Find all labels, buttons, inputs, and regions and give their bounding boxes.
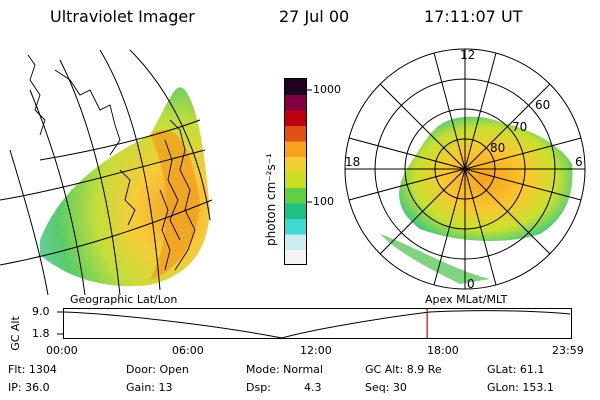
colorbar-stripe	[285, 249, 306, 266]
mlt-label-0: 0	[467, 277, 475, 291]
y-tick-9: 9.0	[32, 305, 50, 318]
colorbar-stripe	[285, 203, 306, 219]
dsp-label: Dsp:	[246, 381, 271, 394]
gc-altitude: GC Alt: 8.9 Re	[365, 363, 442, 376]
polar-aurora-emission	[399, 116, 573, 241]
sequence-number: Seq: 30	[365, 381, 407, 394]
lat-label-70: 70	[512, 120, 527, 134]
polar-aurora-tail	[380, 234, 490, 284]
colorbar-stripe	[285, 94, 306, 111]
x-tick-2359: 23:59	[552, 344, 584, 357]
x-tick-0000: 00:00	[46, 344, 78, 357]
colorbar-tick-100: 100	[313, 195, 334, 208]
mlt-label-12: 12	[460, 48, 475, 62]
colorbar-unit-label: photon cm⁻²s⁻¹	[264, 153, 278, 246]
instrument-title: Ultraviolet Imager	[50, 7, 195, 26]
lat-label-60: 60	[535, 98, 550, 112]
door-status: Door: Open	[126, 363, 189, 376]
mlt-label-6: 6	[575, 155, 583, 169]
x-tick-1800: 18:00	[427, 344, 459, 357]
x-tick-1200: 12:00	[300, 344, 332, 357]
gain-value: Gain: 13	[126, 381, 173, 394]
mlt-label-18: 18	[345, 155, 360, 169]
colorbar-stripe	[285, 187, 306, 204]
timeline-right-label: Apex MLat/MLT	[425, 293, 508, 306]
x-tick-0600: 06:00	[172, 344, 204, 357]
lat-lon-grid	[0, 49, 213, 295]
polar-plot: 12 18 6 0 60 70 80	[344, 48, 586, 291]
colorbar-stripe	[285, 234, 306, 250]
dsp-value: 4.3	[304, 381, 322, 394]
ip-value: IP: 36.0	[8, 381, 50, 394]
date-label: 27 Jul 00	[279, 7, 350, 26]
geographic-latitude: GLat: 61.1	[487, 363, 545, 376]
timeline-left-label: Geographic Lat/Lon	[70, 293, 178, 306]
time-label: 17:11:07 UT	[424, 7, 523, 26]
aurora-bright-region	[150, 130, 200, 280]
y-axis-title: GC Alt	[8, 316, 22, 351]
timeline-plot	[57, 308, 572, 339]
altitude-curve	[63, 310, 571, 339]
colorbar	[284, 78, 312, 266]
colorbar-stripe	[285, 172, 306, 188]
polar-grid	[344, 48, 586, 290]
colorbar-stripe	[285, 141, 306, 157]
colorbar-stripe	[285, 125, 306, 142]
colorbar-stripe	[285, 156, 306, 173]
colorbar-stripe	[285, 218, 306, 235]
flight-number: Flt: 1304	[8, 363, 57, 376]
lat-label-80: 80	[490, 141, 505, 155]
colorbar-stripe	[285, 79, 306, 95]
colorbar-tick-1000: 1000	[313, 83, 341, 96]
geographic-image	[0, 49, 213, 295]
coastlines	[27, 54, 196, 271]
geographic-longitude: GLon: 153.1	[487, 381, 554, 394]
y-tick-1-8: 1.8	[32, 327, 50, 340]
mode-value: Mode: Normal	[246, 363, 323, 376]
colorbar-stripe	[285, 110, 306, 126]
